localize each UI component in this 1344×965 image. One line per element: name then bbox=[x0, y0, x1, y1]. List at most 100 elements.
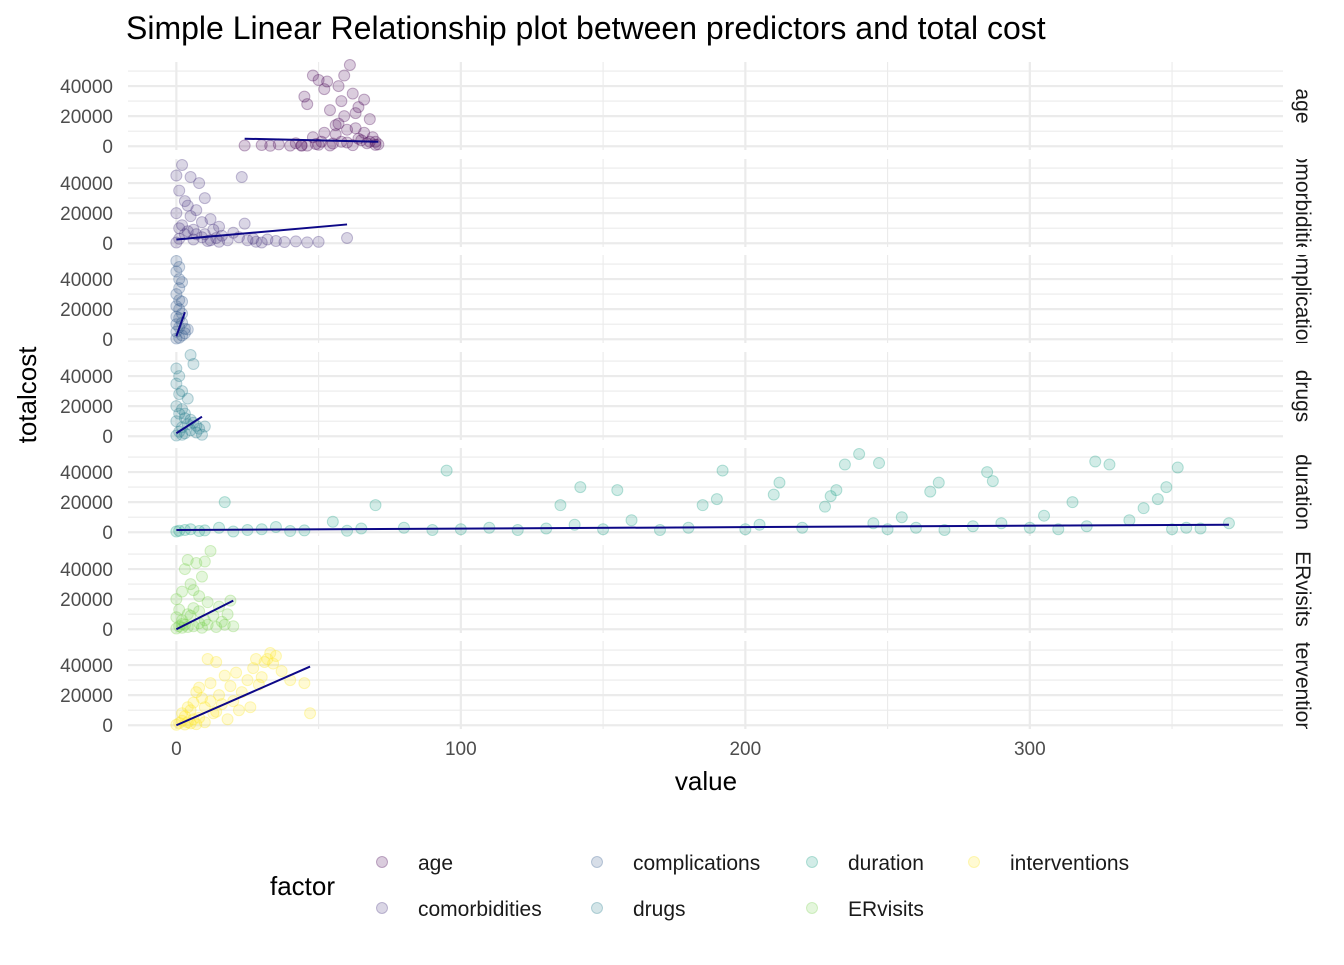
fit-line-comorbidities bbox=[176, 223, 348, 241]
data-point bbox=[321, 75, 334, 88]
data-point bbox=[204, 213, 217, 226]
data-point bbox=[170, 332, 183, 345]
y-tick-label: 40000 bbox=[60, 656, 113, 677]
data-point bbox=[218, 669, 231, 682]
data-point bbox=[1023, 521, 1036, 534]
data-point bbox=[198, 555, 211, 568]
data-point bbox=[170, 265, 183, 278]
data-point bbox=[767, 488, 780, 501]
panel-interventions: 0 20000 40000 interventions bbox=[60, 625, 1314, 744]
legend-item-age: age bbox=[376, 852, 453, 875]
x-tick-label: 0 bbox=[171, 739, 182, 760]
points-ERvisits bbox=[170, 545, 240, 635]
data-point bbox=[210, 620, 223, 633]
data-point bbox=[358, 93, 371, 106]
data-point bbox=[924, 485, 937, 498]
data-point bbox=[193, 681, 206, 694]
y-tick-label: 0 bbox=[102, 330, 113, 351]
strip-label-drugs: drugs bbox=[1291, 370, 1314, 423]
data-point bbox=[204, 545, 217, 558]
data-point bbox=[213, 521, 226, 534]
data-point bbox=[597, 523, 610, 536]
data-point bbox=[238, 139, 251, 152]
data-point bbox=[204, 695, 217, 708]
data-point bbox=[218, 618, 231, 631]
data-point bbox=[818, 500, 831, 513]
data-point bbox=[304, 707, 317, 720]
data-point bbox=[198, 716, 211, 729]
data-point bbox=[178, 412, 191, 425]
data-point bbox=[181, 608, 194, 621]
data-point bbox=[170, 377, 183, 390]
legend-label-drugs: drugs bbox=[633, 898, 686, 921]
data-point bbox=[170, 169, 183, 182]
data-point bbox=[1160, 481, 1173, 494]
data-point bbox=[278, 236, 291, 249]
data-point bbox=[824, 490, 837, 503]
legend-key-interventions bbox=[968, 856, 980, 868]
y-tick-label: 0 bbox=[102, 234, 113, 255]
data-point bbox=[267, 657, 280, 670]
data-point bbox=[995, 517, 1008, 530]
data-point bbox=[184, 210, 197, 223]
data-point bbox=[210, 656, 223, 669]
data-point bbox=[187, 602, 200, 615]
data-point bbox=[235, 171, 248, 184]
data-point bbox=[187, 584, 200, 597]
data-point bbox=[173, 370, 186, 383]
data-point bbox=[198, 192, 211, 205]
data-point bbox=[241, 674, 254, 687]
data-point bbox=[176, 385, 189, 398]
data-point bbox=[511, 523, 524, 536]
data-point bbox=[204, 677, 217, 690]
data-point bbox=[352, 101, 365, 114]
data-point bbox=[611, 484, 624, 497]
data-point bbox=[193, 177, 206, 190]
data-point bbox=[264, 647, 277, 660]
data-point bbox=[284, 525, 297, 538]
strip: duration bbox=[1291, 454, 1314, 530]
x-tick-label: 200 bbox=[729, 739, 761, 760]
data-point bbox=[338, 110, 351, 123]
data-point bbox=[181, 701, 194, 714]
data-point bbox=[653, 523, 666, 536]
data-point bbox=[176, 403, 189, 416]
data-point bbox=[272, 138, 285, 151]
strip-label-comorbidities: comorbidities bbox=[1291, 141, 1314, 265]
data-point bbox=[213, 220, 226, 233]
data-point bbox=[938, 523, 951, 536]
data-point bbox=[298, 677, 311, 690]
data-point bbox=[363, 113, 376, 126]
fit-line-duration bbox=[176, 523, 1229, 531]
data-point bbox=[1171, 461, 1184, 474]
data-point bbox=[181, 225, 194, 238]
data-point bbox=[986, 475, 999, 488]
data-point bbox=[170, 400, 183, 413]
data-point bbox=[195, 216, 208, 229]
legend-label-comorbidities: comorbidities bbox=[418, 898, 542, 921]
y-tick-label: 40000 bbox=[60, 463, 113, 484]
y-tick-label: 0 bbox=[102, 427, 113, 448]
data-point bbox=[181, 392, 194, 405]
data-point bbox=[1180, 521, 1193, 534]
data-point bbox=[218, 496, 231, 509]
data-point bbox=[838, 458, 851, 471]
fit-line-complications bbox=[175, 311, 186, 337]
panel-comorbidities: 0 20000 40000 comorbidities bbox=[60, 141, 1314, 265]
strip: ERvisits bbox=[1291, 551, 1314, 627]
legend-item-comorbidities: comorbidities bbox=[376, 898, 542, 921]
data-point bbox=[710, 493, 723, 506]
data-point bbox=[269, 650, 282, 663]
y-axis-title: totalcost bbox=[12, 346, 42, 444]
data-point bbox=[312, 138, 325, 151]
data-point bbox=[207, 223, 220, 236]
data-point bbox=[176, 585, 189, 598]
data-point bbox=[247, 662, 260, 675]
legend: factor age comorbidities complications drug… bbox=[270, 852, 1129, 921]
strip-label-interventions: interventions bbox=[1291, 625, 1314, 744]
data-point bbox=[238, 217, 251, 230]
data-point bbox=[250, 653, 263, 666]
y-tick-label: 40000 bbox=[60, 367, 113, 388]
legend-label-age: age bbox=[418, 852, 453, 875]
